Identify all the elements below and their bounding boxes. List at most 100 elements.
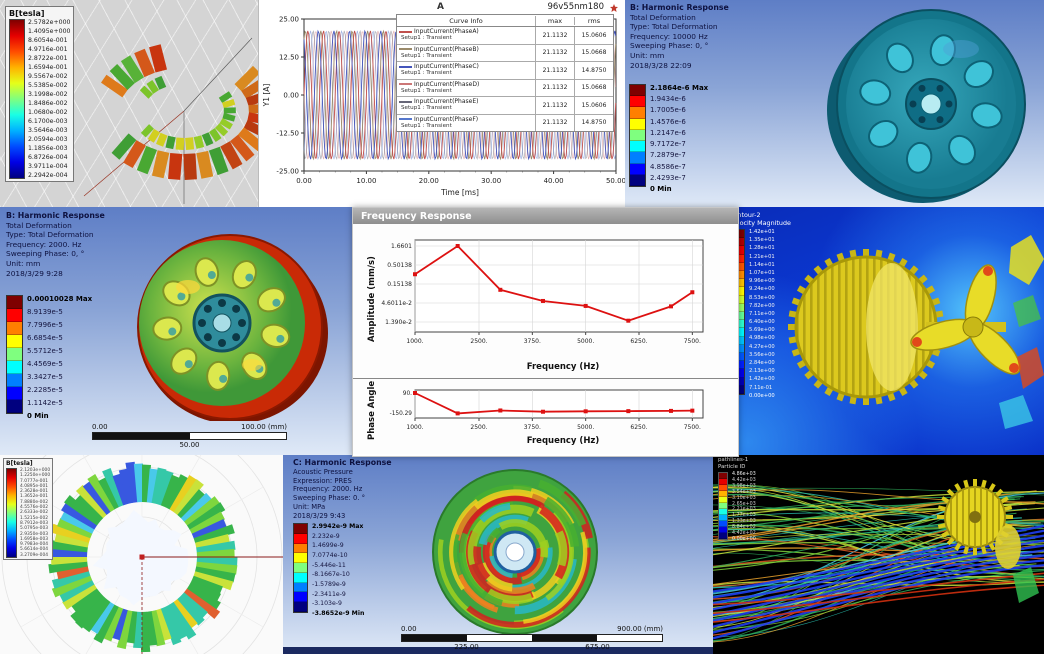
colorband [630, 118, 645, 130]
legend-value: 1.1856e-003 [28, 145, 68, 152]
legend-value: 5.0795e-003 [20, 526, 49, 532]
colorband [7, 309, 22, 322]
curve-setup: Setup1 : Transient [401, 52, 452, 59]
amplitude-xlabel: Frequency (Hz) [526, 362, 600, 372]
info-line: B: Harmonic Response [6, 211, 105, 220]
legend-value: 6.8726e-004 [28, 154, 68, 161]
colorband [294, 582, 307, 593]
legend-value: 2.1203e+000 [20, 468, 51, 473]
info-line: Type: Total Deformation [630, 22, 718, 32]
table-row[interactable]: InputCurrent(PhaseA) Setup1 : Transient 21… [397, 27, 613, 45]
colorband [294, 524, 307, 534]
scale-ruler: 0.00 900.00 (mm) 225.00 675.00 [401, 625, 663, 651]
colorband [7, 296, 22, 309]
colorband [7, 400, 22, 413]
scale-ruler: 0.00 100.00 (mm) 50.00 [92, 423, 287, 449]
svg-text:20.00: 20.00 [419, 177, 439, 185]
legend-value: 3.10e+03 [732, 495, 756, 501]
curve-swatch [399, 83, 412, 85]
ruler-min: 0.00 [401, 625, 417, 633]
amplitude-chart: 1.6601 0.50138 0.15138 4.6011e-2 1.390e-2 100… [381, 239, 704, 345]
legend-value: 4.4569e-5 [27, 360, 63, 368]
ruler-mid: 50.00 [179, 441, 200, 449]
legend-value: 0.00010028 Max [27, 295, 93, 303]
svg-text:-12.50: -12.50 [276, 130, 299, 138]
table-row[interactable]: InputCurrent(PhaseF) Setup1 : Transient 21… [397, 114, 613, 131]
svg-text:0.50138: 0.50138 [387, 262, 412, 269]
curve-swatch [399, 30, 412, 33]
colorband [7, 374, 22, 387]
curve-name: InputCurrent(PhaseE) [414, 98, 479, 105]
svg-text:90.: 90. [403, 391, 412, 397]
legend-value: 3.3427e-5 [27, 373, 63, 381]
legend-value: 2.4293e-7 [650, 173, 686, 182]
info-line: B: Harmonic Response [630, 3, 729, 12]
curve-max: 21.1132 [536, 27, 575, 44]
curve-swatch [399, 48, 412, 50]
ruler-bar [401, 634, 663, 642]
colorband [719, 533, 727, 539]
plot-header: A 96v55nm180 [259, 2, 626, 14]
legend-value: 1.33e+03 [732, 519, 756, 525]
curve-rms: 15.0668 [581, 49, 607, 57]
legend-value: 9.5567e-002 [28, 73, 68, 80]
panel-maxwell-coil: B[tesla] 2.5782e+000 1.4095e+000 8.6054e-0… [0, 0, 258, 207]
pathlines-variable: Particle ID [718, 463, 746, 470]
ruler-bar [92, 432, 287, 440]
legend-value: 4.42e+03 [732, 477, 756, 483]
colorband [7, 361, 22, 374]
colorband [294, 572, 307, 583]
curve-name: InputCurrent(PhaseB) [414, 45, 479, 53]
svg-text:25.00: 25.00 [279, 16, 299, 24]
colorband [719, 503, 727, 509]
colorbar [718, 472, 728, 540]
svg-text:6250.: 6250. [630, 424, 647, 431]
colorbar [6, 468, 17, 558]
curve-info-table[interactable]: Curve Info max rms InputCurrent(PhaseA) S… [396, 14, 614, 132]
legend-value: 4.0895e-001 [20, 483, 49, 489]
ruler-tick: 225.00 [454, 643, 479, 651]
panel-acoustic-pressure: C: Harmonic Response Acoustic Pressure Exp… [283, 455, 713, 654]
info-line: Unit: MPa [293, 502, 326, 511]
curve-rms: 14.8750 [581, 119, 607, 127]
legend-title: B[tesla] [6, 460, 33, 467]
legend-value: 2.2285e-5 [27, 386, 63, 394]
curve-setup: Setup1 : Transient [401, 35, 452, 41]
legend-value: 6.6854e-5 [27, 334, 63, 342]
svg-text:40.00: 40.00 [544, 177, 564, 185]
panel-harmonic-10000hz: B: Harmonic Response Total Deformation Typ… [625, 0, 1044, 207]
panel-harmonic-2000hz: B: Harmonic Response Total Deformation Typ… [0, 207, 358, 455]
result-info-block: B: Harmonic Response Total Deformation Typ… [6, 211, 105, 278]
legend-value: 8.84e+02 [732, 525, 756, 531]
legend-value: 1.07e+01 [749, 269, 775, 276]
legend-value: 3.54e+03 [732, 489, 756, 495]
curve-swatch [399, 118, 412, 120]
table-row[interactable]: InputCurrent(PhaseE) Setup1 : Transient 21… [397, 97, 613, 115]
curve-max: 21.1132 [536, 114, 575, 131]
legend-value: -3.103e-9 [312, 600, 342, 608]
curve-name: InputCurrent(PhaseC) [414, 63, 479, 70]
streamline-plot [713, 479, 1044, 643]
curve-setup: Setup1 : Transient [401, 70, 452, 76]
info-line: Sweeping Phase: 0, ° [6, 249, 85, 259]
svg-text:30.00: 30.00 [481, 177, 501, 185]
legend-value: 2.2942e-004 [28, 172, 68, 179]
legend-value: -3.8652e-9 Min [312, 609, 365, 617]
legend-value: 8.53e+00 [749, 294, 775, 301]
legend-value: 4.86e+03 [732, 472, 756, 477]
window-titlebar[interactable]: Frequency Response [353, 208, 738, 224]
colorband [719, 485, 727, 491]
table-row[interactable]: InputCurrent(PhaseD) Setup1 : Transient 21… [397, 79, 613, 97]
colorband [719, 491, 727, 497]
legend-value: 1.42e+01 [749, 229, 775, 235]
table-row[interactable]: InputCurrent(PhaseC) Setup1 : Transient 21… [397, 62, 613, 80]
colorband [630, 85, 645, 97]
table-row[interactable]: InputCurrent(PhaseB) Setup1 : Transient 21… [397, 44, 613, 62]
contour-legend-title: contour-2 Velocity Magnitude [730, 211, 791, 227]
bookmark-icon[interactable] [610, 4, 618, 12]
colorband [294, 592, 307, 603]
legend-value: -5.446e-11 [312, 561, 346, 569]
curve-swatch [399, 65, 412, 68]
plot-title: 96v55nm180 [547, 2, 604, 12]
curve-rms: 15.0606 [581, 101, 607, 109]
